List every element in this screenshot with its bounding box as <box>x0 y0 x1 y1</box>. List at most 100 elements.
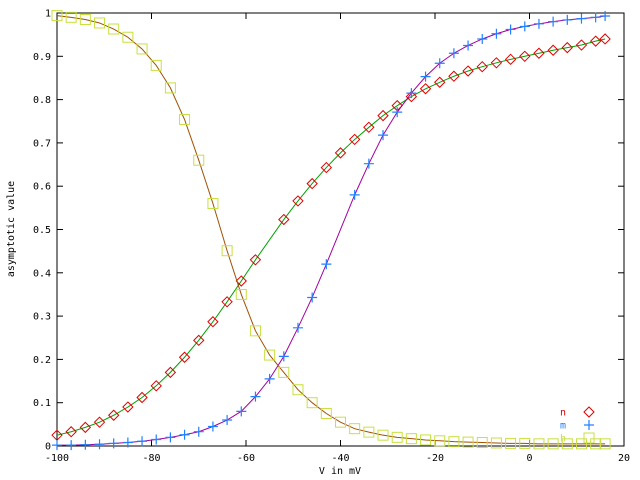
point-h <box>490 437 502 449</box>
point-m <box>392 107 403 118</box>
point-m <box>590 12 601 23</box>
point-h <box>476 437 488 449</box>
series-line-n <box>56 38 606 436</box>
point-m <box>207 421 218 432</box>
point-h <box>505 437 517 449</box>
y-tick-label: 0.4 <box>33 268 51 279</box>
y-tick-label: 0.7 <box>33 138 51 149</box>
point-n <box>235 275 247 287</box>
point-h <box>561 438 573 450</box>
point-n <box>363 121 375 134</box>
point-h <box>292 384 304 396</box>
point-n <box>575 39 588 51</box>
point-h <box>249 325 261 337</box>
point-m <box>151 434 162 445</box>
point-n <box>519 50 531 63</box>
point-m <box>52 440 62 451</box>
x-tick-label: -80 <box>142 453 160 464</box>
x-tick-label: -100 <box>45 453 69 464</box>
point-n <box>136 391 148 404</box>
point-n <box>419 83 432 95</box>
series-line-m <box>57 15 606 446</box>
y-tick-label: 0.3 <box>33 312 51 323</box>
point-h <box>306 397 318 409</box>
point-m <box>80 439 91 450</box>
point-h <box>547 438 559 450</box>
point-h <box>335 416 346 428</box>
point-m <box>108 438 119 449</box>
point-h <box>179 114 191 126</box>
point-n <box>490 57 503 69</box>
point-h <box>235 288 247 300</box>
point-m <box>562 14 573 25</box>
series-h <box>51 10 611 450</box>
point-m <box>278 351 289 362</box>
point-m <box>505 24 516 35</box>
point-m <box>363 158 374 169</box>
point-n <box>93 416 106 428</box>
point-n <box>320 161 333 174</box>
point-n <box>599 33 611 45</box>
legend-marker-h <box>583 432 595 444</box>
point-m <box>179 429 190 440</box>
x-tick-label: 20 <box>618 453 630 464</box>
point-h <box>420 434 432 446</box>
point-h <box>599 438 611 450</box>
point-n <box>462 65 474 77</box>
y-axis: 0 0.1 0.2 0.3 0.4 0.5 0.6 0.7 0.8 0.9 1 <box>33 9 624 453</box>
point-n <box>292 195 304 207</box>
series-n <box>51 33 611 441</box>
point-m <box>307 292 318 303</box>
point-h <box>193 154 205 166</box>
y-tick-label: 0.1 <box>33 398 51 409</box>
point-h <box>363 426 375 438</box>
point-h <box>405 433 417 445</box>
point-n <box>348 133 361 146</box>
x-tick-label: -60 <box>237 453 255 464</box>
point-n <box>476 60 488 73</box>
point-n <box>448 70 460 82</box>
point-h <box>221 245 233 257</box>
point-n <box>533 47 545 59</box>
point-h <box>519 437 531 449</box>
legend: nmh <box>560 406 595 445</box>
x-tick-label: -20 <box>426 453 444 464</box>
y-axis-label: asymptotic value <box>6 181 17 277</box>
point-h <box>377 429 389 441</box>
point-n <box>65 426 77 438</box>
point-n <box>178 351 191 363</box>
y-tick-label: 1 <box>45 9 51 20</box>
point-h <box>434 435 446 447</box>
point-h <box>264 349 276 361</box>
point-h <box>79 13 91 25</box>
point-m <box>222 415 233 426</box>
legend-label-m: m <box>560 421 566 432</box>
point-m <box>600 11 611 22</box>
point-m <box>236 406 247 417</box>
series-layer <box>51 10 611 451</box>
y-tick-label: 0.8 <box>33 95 51 106</box>
point-n <box>164 366 177 379</box>
y-tick-label: 0.2 <box>33 355 51 366</box>
point-n <box>434 76 446 88</box>
point-h <box>391 431 403 443</box>
y-tick-label: 0.9 <box>33 52 51 63</box>
point-m <box>137 436 148 447</box>
point-n <box>405 90 418 103</box>
point-h <box>65 11 77 23</box>
point-h <box>575 438 587 450</box>
point-m <box>378 130 389 141</box>
point-n <box>377 109 389 122</box>
point-m <box>165 432 176 443</box>
point-h <box>448 436 460 448</box>
point-m <box>548 16 559 27</box>
point-m <box>292 322 303 333</box>
point-h <box>164 82 176 94</box>
point-h <box>590 438 602 450</box>
point-m <box>122 437 133 448</box>
y-tick-label: 0 <box>45 442 51 453</box>
point-m <box>406 88 417 99</box>
y-tick-label: 0.5 <box>33 225 51 236</box>
point-n <box>589 35 602 47</box>
